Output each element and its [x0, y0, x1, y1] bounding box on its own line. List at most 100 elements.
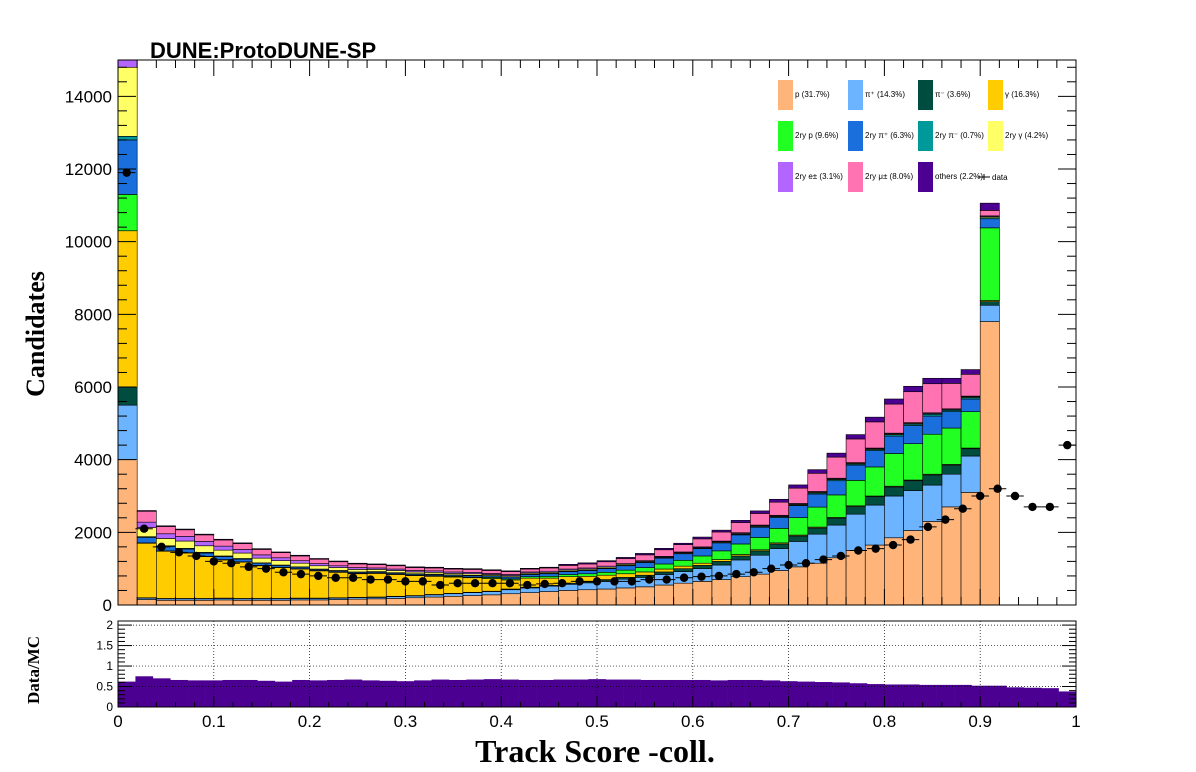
legend-label: 2ry π⁻ (0.7%) [935, 131, 984, 140]
legend-entry: π⁻ (3.6%) [918, 80, 971, 110]
bar [290, 555, 310, 561]
bar [788, 487, 809, 504]
ratio-bar [257, 680, 276, 707]
data-point [1045, 502, 1055, 512]
series-9 [136, 210, 1000, 575]
bar [807, 472, 828, 492]
bar [175, 536, 195, 542]
bar [692, 538, 713, 548]
data-point [366, 575, 375, 584]
legend-label: p (31.7%) [795, 90, 830, 99]
bar [232, 599, 253, 606]
bar [884, 398, 904, 405]
bar [270, 599, 291, 606]
bar [711, 579, 732, 606]
y-tick-label: 2000 [74, 523, 112, 542]
data-point [592, 577, 602, 586]
bar [232, 552, 253, 559]
bar [979, 202, 1000, 211]
data-point [209, 557, 218, 566]
bar [500, 571, 521, 575]
x-tick-label: 0.5 [585, 712, 609, 731]
bar [749, 510, 770, 514]
ratio-bar [832, 682, 850, 707]
data-point [192, 551, 201, 561]
bar [826, 452, 847, 458]
bar [960, 373, 981, 397]
bar [692, 548, 713, 557]
ratio-bar [170, 679, 188, 707]
data-point [679, 573, 689, 582]
bar [884, 495, 904, 539]
bar [711, 531, 732, 542]
x-tick-label: 1 [1071, 712, 1080, 731]
bar [807, 527, 828, 535]
ratio-bar [1041, 688, 1059, 707]
bar [941, 473, 962, 508]
bar [596, 588, 617, 606]
bar [826, 517, 847, 526]
bar [615, 558, 636, 564]
ratio-bar [623, 679, 641, 707]
ratio-bar [745, 679, 763, 707]
bar [424, 594, 445, 598]
bar [462, 568, 483, 570]
bar [711, 542, 732, 552]
bar [213, 539, 234, 547]
bar [596, 571, 617, 576]
bar [654, 563, 674, 570]
ratio-bar [152, 678, 171, 707]
bar [596, 560, 617, 563]
data-points [118, 168, 1076, 590]
y-tick-label: 8000 [74, 305, 112, 324]
ratio-bar [501, 679, 519, 707]
bar [692, 555, 713, 564]
ratio-bar [640, 679, 659, 707]
data-point [819, 555, 828, 564]
legend-swatch [918, 121, 933, 151]
data-point [749, 568, 758, 577]
data-point [436, 580, 445, 590]
bar [156, 525, 176, 527]
data-point [993, 484, 1002, 493]
series-5 [117, 139, 1000, 580]
bar [864, 466, 885, 497]
ratio-bar [292, 679, 310, 707]
ratio-plot: 0 0.5 1 1.5 2 0 0.1 0.2 0.3 0.4 0.5 0.6 0.7 0.8 0.9 1 [96, 618, 1080, 731]
ratio-y-tick-label: 0.5 [96, 680, 113, 694]
ratio-bar [710, 680, 728, 707]
data-point [714, 571, 724, 581]
ratio-bar [779, 681, 798, 707]
y-tick-label: 0 [103, 596, 112, 615]
data-point [923, 522, 933, 532]
bar [385, 565, 406, 570]
bar [347, 598, 368, 606]
bar [539, 566, 559, 569]
data-point [801, 559, 811, 568]
bar [769, 501, 789, 516]
bar [941, 427, 962, 465]
data-point [279, 568, 288, 577]
bar [462, 595, 483, 606]
bar [884, 435, 904, 454]
ratio-bar [309, 680, 328, 707]
bar [692, 562, 713, 566]
bar [615, 557, 636, 559]
bar [673, 553, 694, 561]
legend-label: 2ry μ± (8.0%) [865, 172, 913, 181]
data-point [575, 577, 584, 586]
bar [347, 569, 368, 573]
ratio-bar [919, 684, 937, 707]
bar [117, 386, 138, 406]
bar [251, 562, 272, 566]
bar [366, 563, 387, 565]
data-point [645, 575, 654, 584]
bar [290, 554, 310, 557]
x-tick-label: 0.1 [202, 712, 226, 731]
ratio-bar [431, 679, 450, 707]
ratio-bar [814, 682, 833, 707]
data-point [836, 551, 846, 561]
bar [941, 464, 962, 475]
bar [194, 599, 215, 606]
ratio-grid [118, 621, 1076, 707]
